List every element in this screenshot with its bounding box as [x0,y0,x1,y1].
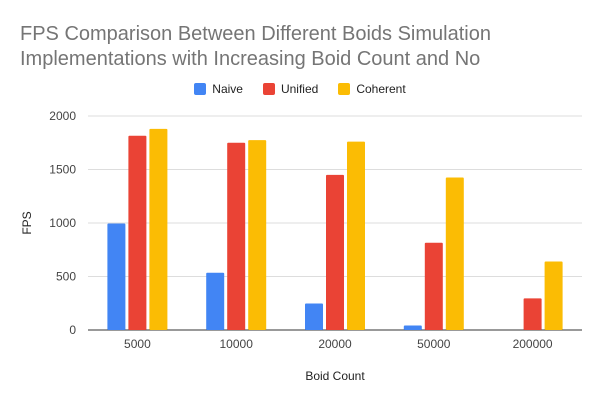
bar-coherent-200000 [544,261,563,330]
x-axis-title: Boid Count [305,369,365,383]
bar-unified-20000 [326,174,344,330]
bar-unified-5000 [128,135,147,330]
bars [107,128,563,330]
legend-swatch-naive [194,83,207,95]
legend-label-unified: Unified [280,82,319,96]
bar-naive-5000 [107,223,126,330]
bar-coherent-10000 [248,140,267,330]
legend-item-coherent: Coherent [338,82,406,96]
bar-unified-50000 [424,242,443,330]
y-tick-label: 0 [69,323,76,337]
y-tick-label: 500 [56,270,76,284]
bar-unified-10000 [227,142,246,330]
bar-coherent-20000 [347,141,365,330]
chart-title: FPS Comparison Between Different Boids S… [20,23,491,70]
y-tick-label: 1500 [49,163,76,177]
y-axis-title: FPS [20,211,34,234]
x-tick-label: 10000 [220,337,254,351]
x-tick-label: 20000 [318,337,352,351]
y-tick-label: 2000 [49,109,76,123]
legend-label-coherent: Coherent [356,82,406,96]
legend-item-naive: Naive [194,82,243,96]
x-tick-label: 5000 [124,337,151,351]
legend-label-naive: Naive [212,82,243,96]
bar-naive-20000 [305,303,323,330]
bar-unified-200000 [523,298,542,330]
legend-item-unified: Unified [262,82,319,96]
legend-swatch-unified [262,83,275,95]
y-tick-label: 1000 [49,216,76,230]
bar-coherent-5000 [149,128,168,330]
x-tick-label: 200000 [513,337,553,351]
bar-coherent-50000 [445,177,464,330]
tick-labels: 0 500 1000 1500 2000 5000 10000 20000 50000 20000… [49,109,553,351]
bar-naive-10000 [206,272,225,330]
x-tick-label: 50000 [417,337,451,351]
bar-naive-50000 [403,325,422,330]
legend-swatch-coherent [338,83,351,95]
legend: Naive Unified Coherent [0,80,600,98]
